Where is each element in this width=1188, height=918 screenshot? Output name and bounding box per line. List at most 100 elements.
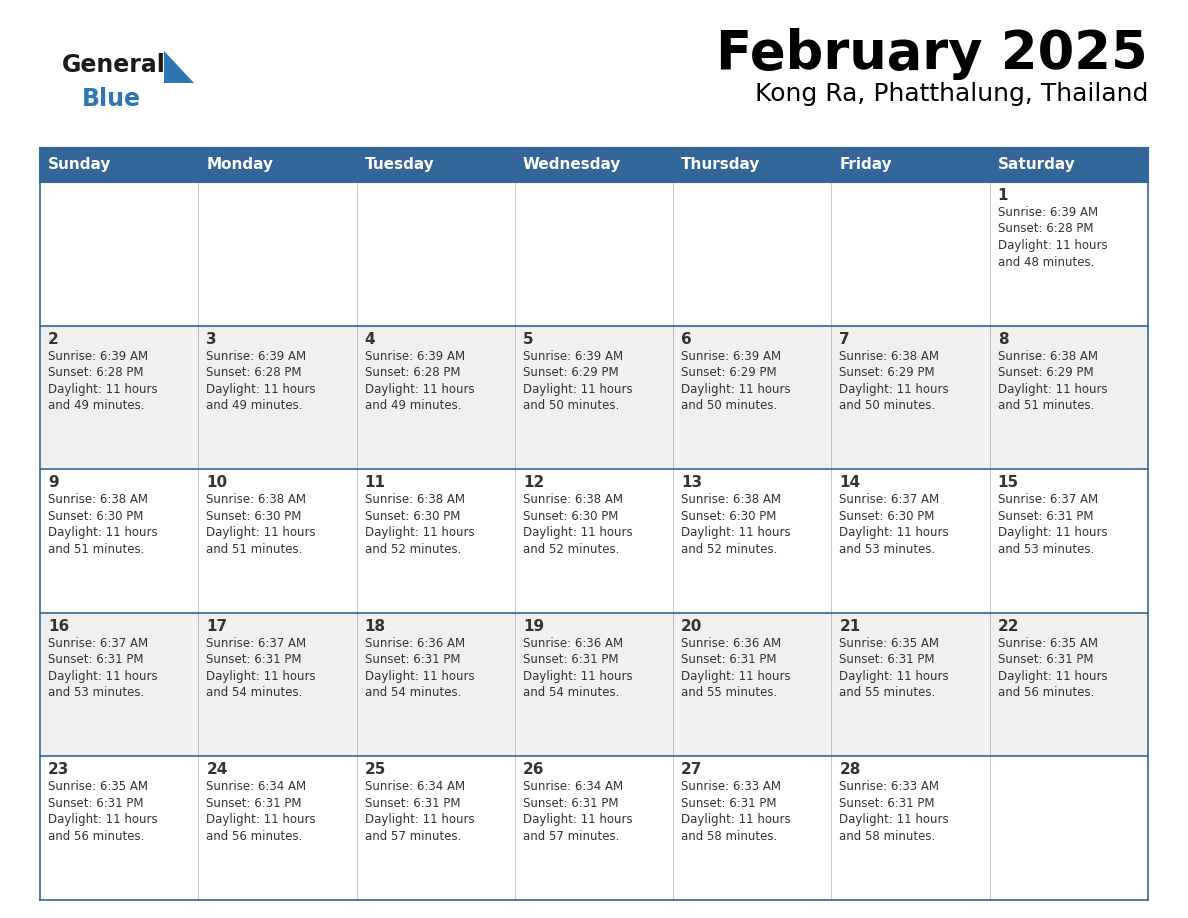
Text: Sunset: 6:31 PM: Sunset: 6:31 PM — [998, 654, 1093, 666]
Bar — [40, 148, 198, 182]
Text: and 54 minutes.: and 54 minutes. — [365, 687, 461, 700]
Polygon shape — [164, 51, 194, 83]
Bar — [990, 469, 1148, 613]
Text: Daylight: 11 hours: Daylight: 11 hours — [998, 526, 1107, 539]
Text: 15: 15 — [998, 476, 1019, 490]
Text: Daylight: 11 hours: Daylight: 11 hours — [840, 526, 949, 539]
Text: 16: 16 — [48, 619, 69, 633]
Text: 9: 9 — [48, 476, 58, 490]
Text: Sunset: 6:28 PM: Sunset: 6:28 PM — [48, 366, 144, 379]
Text: 8: 8 — [998, 331, 1009, 347]
Text: 22: 22 — [998, 619, 1019, 633]
Text: 2: 2 — [48, 331, 58, 347]
Text: Sunrise: 6:37 AM: Sunrise: 6:37 AM — [207, 637, 307, 650]
Text: Kong Ra, Phatthalung, Thailand: Kong Ra, Phatthalung, Thailand — [754, 82, 1148, 106]
Bar — [674, 613, 832, 756]
Text: Friday: Friday — [840, 158, 892, 173]
Text: Daylight: 11 hours: Daylight: 11 hours — [523, 383, 632, 396]
Text: 6: 6 — [681, 331, 691, 347]
Text: Sunrise: 6:36 AM: Sunrise: 6:36 AM — [523, 637, 623, 650]
Text: and 49 minutes.: and 49 minutes. — [207, 399, 303, 412]
Text: Tuesday: Tuesday — [365, 158, 435, 173]
Text: Sunset: 6:31 PM: Sunset: 6:31 PM — [48, 654, 144, 666]
Text: Daylight: 11 hours: Daylight: 11 hours — [681, 813, 791, 826]
Text: Sunset: 6:30 PM: Sunset: 6:30 PM — [365, 509, 460, 522]
Text: 27: 27 — [681, 763, 702, 778]
Bar — [832, 326, 990, 469]
Text: and 54 minutes.: and 54 minutes. — [207, 687, 303, 700]
Text: Daylight: 11 hours: Daylight: 11 hours — [207, 383, 316, 396]
Text: Sunrise: 6:39 AM: Sunrise: 6:39 AM — [48, 350, 148, 363]
Text: Sunrise: 6:34 AM: Sunrise: 6:34 AM — [207, 780, 307, 793]
Text: Daylight: 11 hours: Daylight: 11 hours — [365, 670, 474, 683]
Text: Sunday: Sunday — [48, 158, 112, 173]
Text: Daylight: 11 hours: Daylight: 11 hours — [523, 813, 632, 826]
Text: Daylight: 11 hours: Daylight: 11 hours — [523, 670, 632, 683]
Text: Sunrise: 6:39 AM: Sunrise: 6:39 AM — [365, 350, 465, 363]
Text: 11: 11 — [365, 476, 386, 490]
Bar — [832, 148, 990, 182]
Bar — [514, 613, 674, 756]
Text: Sunrise: 6:34 AM: Sunrise: 6:34 AM — [523, 780, 623, 793]
Text: and 50 minutes.: and 50 minutes. — [523, 399, 619, 412]
Text: 3: 3 — [207, 331, 217, 347]
Text: and 53 minutes.: and 53 minutes. — [48, 687, 144, 700]
Bar — [198, 613, 356, 756]
Text: Saturday: Saturday — [998, 158, 1075, 173]
Text: 14: 14 — [840, 476, 860, 490]
Text: and 57 minutes.: and 57 minutes. — [523, 830, 619, 843]
Text: Sunrise: 6:38 AM: Sunrise: 6:38 AM — [998, 350, 1098, 363]
Text: Sunrise: 6:34 AM: Sunrise: 6:34 AM — [365, 780, 465, 793]
Text: and 53 minutes.: and 53 minutes. — [998, 543, 1094, 555]
Bar — [674, 326, 832, 469]
Bar — [514, 756, 674, 900]
Bar — [198, 469, 356, 613]
Bar — [356, 326, 514, 469]
Text: Sunset: 6:31 PM: Sunset: 6:31 PM — [207, 654, 302, 666]
Text: and 55 minutes.: and 55 minutes. — [840, 687, 936, 700]
Text: 24: 24 — [207, 763, 228, 778]
Bar — [990, 326, 1148, 469]
Bar — [40, 613, 198, 756]
Bar — [514, 148, 674, 182]
Text: Sunrise: 6:35 AM: Sunrise: 6:35 AM — [48, 780, 148, 793]
Bar — [40, 182, 198, 326]
Text: Daylight: 11 hours: Daylight: 11 hours — [840, 813, 949, 826]
Text: Daylight: 11 hours: Daylight: 11 hours — [48, 670, 158, 683]
Text: 1: 1 — [998, 188, 1009, 203]
Text: and 52 minutes.: and 52 minutes. — [523, 543, 619, 555]
Text: 26: 26 — [523, 763, 544, 778]
Bar — [40, 756, 198, 900]
Text: Sunrise: 6:35 AM: Sunrise: 6:35 AM — [840, 637, 940, 650]
Bar — [990, 756, 1148, 900]
Text: Sunset: 6:31 PM: Sunset: 6:31 PM — [840, 797, 935, 810]
Bar — [832, 182, 990, 326]
Text: Sunset: 6:31 PM: Sunset: 6:31 PM — [523, 797, 619, 810]
Bar — [40, 326, 198, 469]
Text: Wednesday: Wednesday — [523, 158, 621, 173]
Text: 23: 23 — [48, 763, 69, 778]
Text: Sunrise: 6:39 AM: Sunrise: 6:39 AM — [998, 206, 1098, 219]
Text: Sunset: 6:28 PM: Sunset: 6:28 PM — [998, 222, 1093, 236]
Text: and 51 minutes.: and 51 minutes. — [998, 399, 1094, 412]
Text: 19: 19 — [523, 619, 544, 633]
Text: Sunset: 6:31 PM: Sunset: 6:31 PM — [840, 654, 935, 666]
Text: Daylight: 11 hours: Daylight: 11 hours — [681, 383, 791, 396]
Bar — [356, 469, 514, 613]
Bar — [674, 182, 832, 326]
Text: Sunset: 6:31 PM: Sunset: 6:31 PM — [681, 797, 777, 810]
Bar — [674, 756, 832, 900]
Text: Sunset: 6:28 PM: Sunset: 6:28 PM — [207, 366, 302, 379]
Text: Sunset: 6:31 PM: Sunset: 6:31 PM — [48, 797, 144, 810]
Text: Daylight: 11 hours: Daylight: 11 hours — [365, 383, 474, 396]
Text: Sunrise: 6:37 AM: Sunrise: 6:37 AM — [48, 637, 148, 650]
Text: Sunrise: 6:35 AM: Sunrise: 6:35 AM — [998, 637, 1098, 650]
Text: 25: 25 — [365, 763, 386, 778]
Text: Sunrise: 6:38 AM: Sunrise: 6:38 AM — [681, 493, 782, 506]
Text: Sunset: 6:31 PM: Sunset: 6:31 PM — [207, 797, 302, 810]
Text: Daylight: 11 hours: Daylight: 11 hours — [523, 526, 632, 539]
Text: and 51 minutes.: and 51 minutes. — [207, 543, 303, 555]
Bar — [198, 326, 356, 469]
Text: and 57 minutes.: and 57 minutes. — [365, 830, 461, 843]
Text: 13: 13 — [681, 476, 702, 490]
